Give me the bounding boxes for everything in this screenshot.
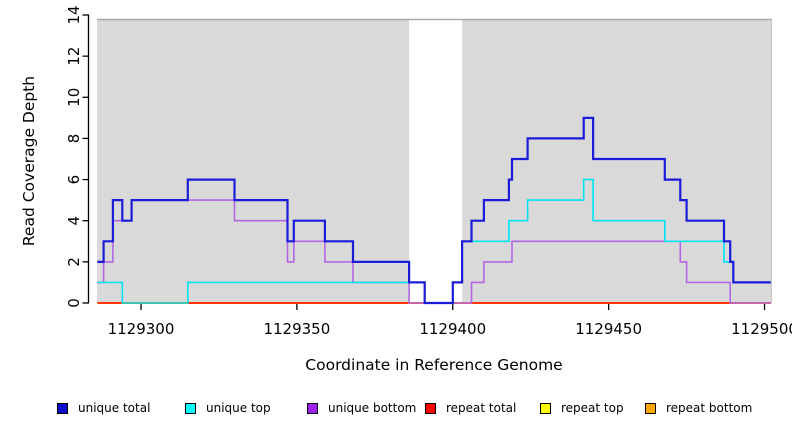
y-axis-tick-label: 0 bbox=[65, 298, 83, 308]
y-axis-tick-label: 8 bbox=[65, 134, 83, 144]
legend-item-unique-bottom: unique bottom bbox=[307, 399, 416, 417]
legend-swatch-unique-total-icon bbox=[57, 402, 68, 414]
legend-item-unique-top: unique top bbox=[185, 399, 271, 417]
legend-item-repeat-total: repeat total bbox=[425, 399, 516, 417]
x-axis-tick-label: 1129350 bbox=[263, 320, 330, 338]
x-axis-tick-label: 1129500 bbox=[731, 320, 792, 338]
y-axis-tick-label: 12 bbox=[65, 47, 83, 66]
y-axis-tick-label: 14 bbox=[65, 5, 83, 24]
y-axis-tick-label: 2 bbox=[65, 257, 83, 267]
legend-item-unique-total: unique total bbox=[57, 399, 150, 417]
series-line-unique-total bbox=[97, 116, 771, 305]
legend-label-repeat-bottom: repeat bottom bbox=[666, 401, 753, 415]
legend-item-repeat-top: repeat top bbox=[540, 399, 624, 417]
masked-region bbox=[409, 20, 463, 303]
legend-label-unique-total: unique total bbox=[78, 401, 151, 415]
legend-label-repeat-top: repeat top bbox=[561, 401, 624, 415]
legend-label-unique-top: unique top bbox=[206, 401, 271, 415]
legend-item-repeat-bottom: repeat bottom bbox=[645, 399, 752, 417]
x-axis-tick-label: 1129300 bbox=[108, 320, 175, 338]
legend-swatch-unique-top-icon bbox=[185, 402, 196, 414]
y-axis-title: Read Coverage Depth bbox=[20, 76, 38, 246]
legend-label-unique-bottom: unique bottom bbox=[328, 401, 417, 415]
legend-swatch-repeat-top-icon bbox=[540, 402, 551, 414]
y-axis-tick-label: 4 bbox=[65, 216, 83, 226]
y-axis-tick-label: 10 bbox=[65, 88, 83, 107]
legend-swatch-unique-bottom-icon bbox=[307, 402, 318, 414]
x-axis-tick-label: 1129450 bbox=[575, 320, 642, 338]
x-axis-title: Coordinate in Reference Genome bbox=[305, 356, 562, 374]
legend-label-repeat-total: repeat total bbox=[446, 401, 517, 415]
legend-swatch-repeat-total-icon bbox=[425, 402, 436, 414]
legend-swatch-repeat-bottom-icon bbox=[645, 402, 656, 414]
series-line-unique-top bbox=[97, 178, 771, 304]
y-axis-tick-label: 6 bbox=[65, 175, 83, 185]
x-axis-tick-label: 1129400 bbox=[419, 320, 486, 338]
coverage-plot-canvas: 0 2 4 6 8 10 12 14 1129300 1129350 1129400 1129450 1… bbox=[20, 5, 792, 374]
chart-legend: unique total unique top unique bottom repea… bbox=[0, 399, 792, 419]
